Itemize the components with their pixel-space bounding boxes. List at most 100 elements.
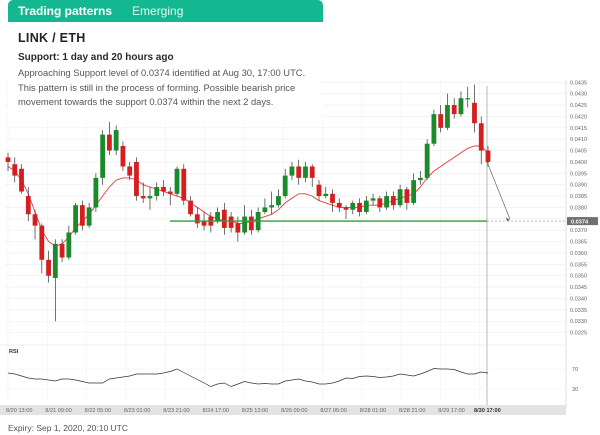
candle-body	[46, 259, 51, 276]
tab-bar: Trading patterns Emerging	[8, 0, 323, 22]
y-tick-label: 0.0350	[570, 274, 587, 280]
candle-body	[478, 123, 484, 151]
candle-body	[73, 205, 79, 233]
candle-body	[228, 216, 234, 228]
candle-body	[269, 205, 275, 208]
candle-body	[5, 157, 11, 162]
candle-body	[19, 168, 24, 192]
candle-body	[472, 102, 477, 124]
pair-title: LINK / ETH	[18, 31, 86, 45]
candle-body	[181, 168, 187, 201]
y-tick-label: 0.0355	[570, 262, 587, 268]
candle-body	[140, 196, 146, 199]
candle-body	[52, 243, 58, 278]
x-tick-label: 8/22 05:00	[85, 408, 111, 414]
y-tick-label: 0.0390	[570, 183, 587, 189]
candle-body	[100, 134, 106, 178]
candle-body	[12, 164, 18, 176]
candle-body	[194, 214, 200, 224]
support-price-label: 0.0374	[571, 219, 589, 225]
candle-body	[282, 175, 288, 197]
candle-body	[276, 196, 281, 206]
x-tick-label: 8/26 09:00	[281, 408, 307, 414]
candle-body	[404, 189, 410, 203]
x-tick-label: 8/28 01:00	[360, 408, 386, 414]
candle-body	[323, 193, 329, 197]
x-tick-label: 8/28 21:00	[399, 408, 425, 414]
candle-body	[303, 166, 308, 178]
candle-body	[59, 243, 65, 258]
x-tick-label: 8/25 13:00	[242, 408, 268, 414]
candle-body	[120, 146, 126, 167]
candle-body	[93, 177, 99, 208]
candle-body	[167, 191, 173, 194]
y-tick-label: 0.0325	[570, 331, 587, 337]
y-tick-label: 0.0335	[570, 308, 587, 314]
candle-body	[161, 186, 166, 192]
candle-body	[445, 105, 450, 128]
candle-body	[424, 143, 430, 178]
x-tick-label: 8/27 05:00	[320, 408, 346, 414]
candle-body	[417, 177, 423, 181]
candle-body	[127, 166, 133, 176]
candle-body	[309, 166, 315, 178]
candle-body	[350, 202, 356, 210]
rsi-level-label: 70	[572, 367, 578, 373]
y-tick-label: 0.0410	[570, 137, 587, 143]
y-tick-label: 0.0380	[570, 205, 587, 211]
support-price-tag	[567, 217, 598, 226]
x-tick-label: 8/29 17:00	[438, 408, 464, 414]
x-tick-label: 8/30 17:00	[474, 408, 501, 414]
candle-body	[431, 114, 437, 144]
rsi-line	[7, 368, 489, 387]
x-axis-bar	[0, 405, 566, 415]
candle-body	[390, 196, 396, 206]
y-tick-label: 0.0395	[570, 171, 587, 177]
y-tick-label: 0.0385	[570, 194, 587, 200]
candle-body	[242, 216, 248, 233]
candle-body	[451, 105, 457, 115]
tab-trading-patterns[interactable]: Trading patterns	[18, 4, 113, 18]
y-tick-label: 0.0430	[570, 92, 587, 98]
candle-body	[188, 200, 193, 215]
candle-body	[66, 232, 72, 258]
candle-body	[221, 209, 227, 228]
expiry-text: Expiry: Sep 1, 2020, 20:10 UTC	[8, 423, 129, 433]
y-tick-label: 0.0360	[570, 251, 587, 257]
candle-body	[411, 180, 417, 203]
rsi-level-label: 30	[572, 387, 578, 393]
x-tick-label: 8/23 21:00	[163, 408, 189, 414]
y-tick-label: 0.0400	[570, 160, 587, 166]
candle-body	[32, 214, 38, 226]
candle-body	[397, 189, 403, 206]
candle-body	[174, 168, 180, 194]
candle-body	[154, 186, 160, 197]
y-tick-label: 0.0345	[570, 285, 587, 291]
candle-body	[296, 166, 302, 178]
y-tick-label: 0.0330	[570, 319, 587, 325]
y-tick-label: 0.0415	[570, 126, 587, 132]
candle-body	[107, 134, 112, 151]
support-heading: Support: 1 day and 20 hours ago	[18, 52, 174, 63]
y-tick-label: 0.0435	[570, 80, 587, 86]
tab-emerging[interactable]: Emerging	[132, 4, 184, 18]
candle-body	[330, 193, 335, 203]
candle-body	[39, 225, 45, 260]
candle-body	[316, 184, 322, 197]
candle-body	[289, 166, 295, 176]
y-tick-label: 0.0425	[570, 103, 587, 109]
x-tick-label: 8/23 01:00	[124, 408, 150, 414]
y-tick-label: 0.0340	[570, 296, 587, 302]
candle-body	[86, 207, 92, 226]
candle-body	[113, 130, 119, 151]
candle-body	[336, 202, 342, 208]
x-tick-label: 8/21 09:00	[45, 408, 71, 414]
candle-body	[438, 114, 444, 128]
y-tick-label: 0.0365	[570, 240, 587, 246]
projection-arrow-head	[506, 217, 510, 222]
candle-body	[25, 196, 31, 215]
candle-body	[235, 223, 241, 233]
candle-body	[262, 207, 268, 212]
candle-body	[485, 150, 491, 162]
candle-body	[147, 196, 153, 199]
